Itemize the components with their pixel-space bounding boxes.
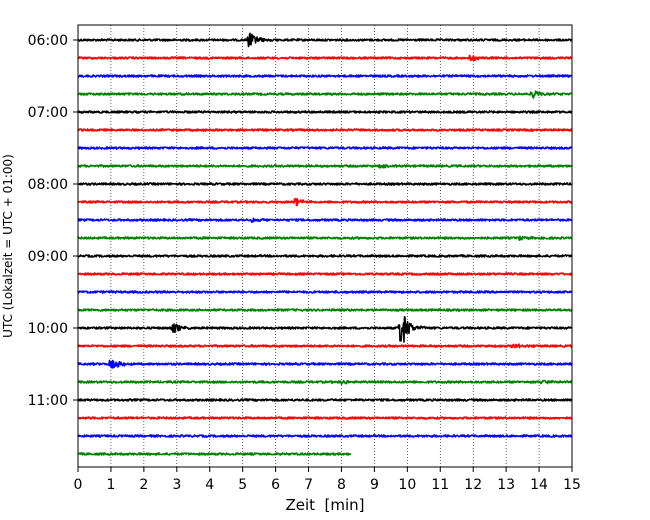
trace-1145 (77, 452, 352, 456)
x-tick-label-12: 12 (464, 477, 482, 493)
x-tick-label-8: 8 (337, 477, 346, 493)
x-tick-label-6: 6 (271, 477, 280, 493)
trace-0915 (77, 272, 573, 276)
trace-1030 (77, 359, 573, 369)
trace-0830 (77, 217, 573, 224)
y-tick-label-3: 09:00 (28, 249, 68, 265)
x-tick-label-4: 4 (205, 477, 214, 493)
trace-0930 (77, 290, 573, 294)
x-tick-label-14: 14 (530, 477, 548, 493)
trace-0900 (77, 254, 573, 258)
trace-0845 (77, 235, 573, 241)
y-tick-label-0: 06:00 (28, 33, 68, 49)
trace-0700 (77, 110, 573, 114)
x-tick-label-15: 15 (563, 477, 581, 493)
x-tick-label-11: 11 (431, 477, 449, 493)
trace-1045 (77, 379, 573, 386)
trace-0630 (77, 74, 573, 78)
x-tick-label-0: 0 (74, 477, 83, 493)
trace-1015 (77, 343, 573, 349)
plot-frame (77, 24, 573, 468)
trace-0745 (77, 163, 573, 169)
trace-1115 (77, 416, 573, 420)
trace-1130 (77, 434, 573, 438)
trace-0615 (77, 54, 573, 62)
y-tick-label-2: 08:00 (28, 177, 68, 193)
trace-0945 (77, 308, 573, 312)
x-tick-label-10: 10 (398, 477, 416, 493)
x-tick-label-1: 1 (106, 477, 115, 493)
x-tick-label-5: 5 (238, 477, 247, 493)
x-axis-label: Zeit [min] (285, 496, 364, 514)
x-tick-label-13: 13 (497, 477, 515, 493)
trace-layer (77, 32, 573, 456)
trace-0600 (77, 32, 573, 48)
trace-0815 (77, 197, 573, 207)
y-axis-ticks: 06:00 07:00 08:00 09:00 10:00 11:00 (28, 33, 78, 409)
x-axis-ticks: 0 1 2 3 4 5 6 7 8 9 10 11 12 13 14 15 (74, 467, 581, 493)
trace-0645 (77, 90, 573, 99)
y-tick-label-1: 07:00 (28, 105, 68, 121)
y-axis-label: UTC (Lokalzeit = UTC + 01:00) (1, 154, 15, 338)
x-tick-label-2: 2 (139, 477, 148, 493)
trace-0730 (77, 146, 573, 150)
trace-1000 (77, 315, 573, 343)
trace-0800 (77, 182, 573, 186)
y-tick-label-5: 11:00 (28, 393, 68, 409)
x-tick-label-9: 9 (370, 477, 379, 493)
x-tick-label-3: 3 (172, 477, 181, 493)
x-tick-label-7: 7 (304, 477, 313, 493)
y-tick-label-4: 10:00 (28, 321, 68, 337)
trace-1100 (77, 398, 573, 402)
trace-0715 (77, 128, 573, 132)
